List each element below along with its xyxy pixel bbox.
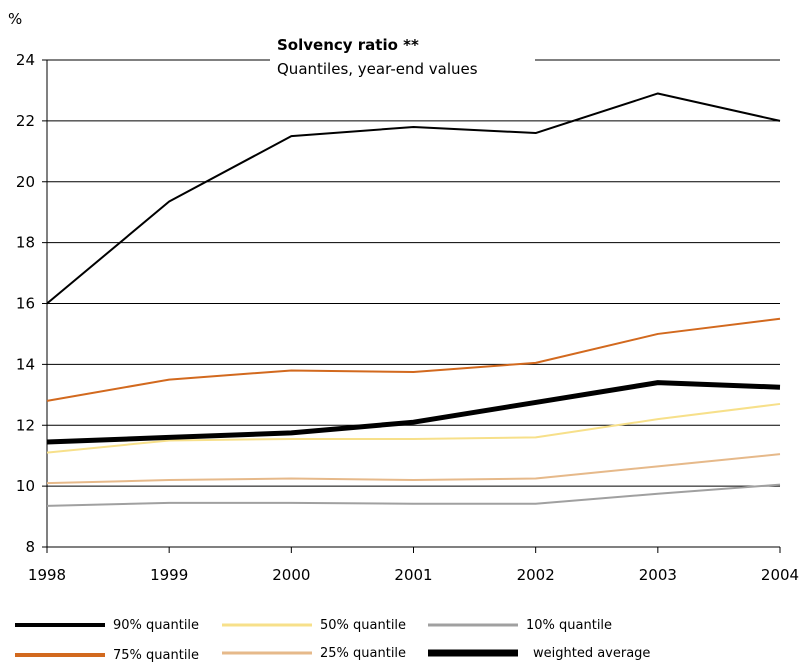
- x-tick-label: 1998: [28, 566, 66, 584]
- series-line-75-quantile: [46, 317, 781, 402]
- chart-title: Solvency ratio **: [277, 36, 419, 54]
- legend-label-50-quantile: 50% quantile: [320, 618, 406, 633]
- series-line-weighted-average: [46, 380, 781, 445]
- y-tick-label: 24: [16, 51, 35, 69]
- x-tick-label: 2004: [761, 566, 799, 584]
- axes: 8 10 12 14 16 18 20 22 24 1998 1999 2000 2001 2002 200…: [16, 51, 799, 584]
- series-line-50-quantile: [46, 402, 781, 454]
- x-tick-label: 1999: [150, 566, 188, 584]
- series-line-90-quantile: [46, 92, 781, 305]
- x-tick-label: 2002: [517, 566, 555, 584]
- legend-label-75-quantile: 75% quantile: [113, 648, 199, 662]
- y-tick-label: 10: [16, 477, 35, 495]
- title-box: Solvency ratio ** Quantiles, year-end va…: [270, 30, 535, 84]
- y-tick-label: 12: [16, 416, 35, 434]
- legend-label-10-quantile: 10% quantile: [526, 618, 612, 633]
- legend-label-25-quantile: 25% quantile: [320, 646, 406, 661]
- x-tick-label: 2000: [272, 566, 310, 584]
- y-tick-label: 22: [16, 112, 35, 130]
- grid-lines: [47, 59, 780, 487]
- title-background: [270, 30, 535, 84]
- legend: 90% quantile 50% quantile 10% quantile 75% …: [15, 618, 650, 662]
- series-line-10-quantile: [46, 483, 781, 507]
- series-line-25-quantile: [46, 453, 781, 485]
- x-tick-label: 2003: [639, 566, 677, 584]
- series-lines: [46, 92, 781, 507]
- y-tick-label: 18: [16, 234, 35, 252]
- x-tick-label: 2001: [394, 566, 432, 584]
- legend-label-90-quantile: 90% quantile: [113, 618, 199, 633]
- y-axis-unit-label: %: [8, 10, 22, 28]
- y-tick-label: 20: [16, 173, 35, 191]
- legend-label-weighted-average: weighted average: [533, 646, 650, 661]
- chart-subtitle: Quantiles, year-end values: [277, 60, 478, 78]
- y-tick-label: 14: [16, 355, 35, 373]
- y-tick-label: 8: [25, 538, 35, 556]
- y-tick-label: 16: [16, 295, 35, 313]
